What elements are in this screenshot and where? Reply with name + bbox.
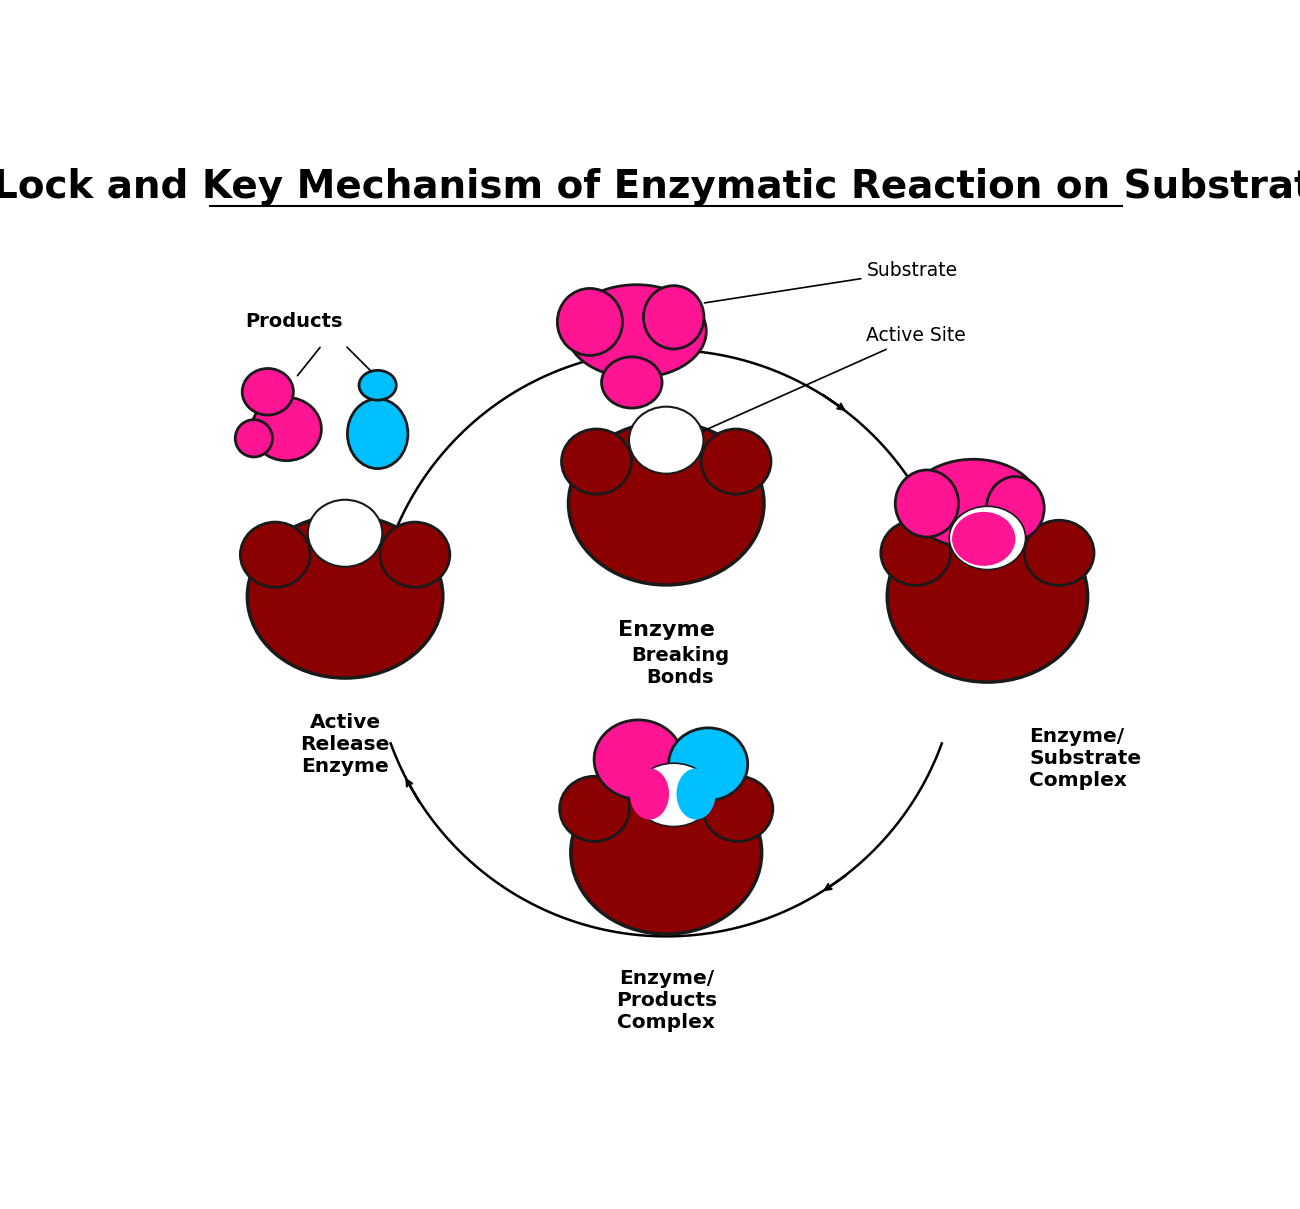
Ellipse shape [240, 522, 311, 588]
Ellipse shape [703, 776, 772, 841]
Ellipse shape [571, 771, 762, 935]
Ellipse shape [701, 429, 771, 494]
Text: Breaking
Bonds: Breaking Bonds [632, 646, 729, 687]
Ellipse shape [668, 728, 748, 800]
Ellipse shape [347, 399, 408, 469]
Text: Enzyme: Enzyme [618, 620, 715, 640]
Ellipse shape [644, 285, 705, 349]
Ellipse shape [887, 511, 1088, 682]
Ellipse shape [594, 719, 682, 799]
Ellipse shape [242, 369, 294, 415]
Ellipse shape [560, 776, 629, 841]
Text: Enzyme/
Substrate
Complex: Enzyme/ Substrate Complex [1030, 727, 1141, 789]
Text: Enzyme/
Products
Complex: Enzyme/ Products Complex [616, 968, 716, 1032]
Ellipse shape [949, 507, 1026, 569]
Text: Lock and Key Mechanism of Enzymatic Reaction on Substrate: Lock and Key Mechanism of Enzymatic Reac… [0, 168, 1300, 207]
Ellipse shape [634, 763, 714, 827]
Ellipse shape [308, 499, 382, 567]
Text: Products: Products [246, 312, 343, 331]
Text: Substrate: Substrate [705, 261, 958, 303]
Ellipse shape [952, 511, 1015, 566]
Ellipse shape [235, 420, 273, 457]
Ellipse shape [562, 429, 632, 494]
Ellipse shape [629, 406, 703, 474]
Ellipse shape [881, 520, 950, 585]
Ellipse shape [987, 476, 1044, 539]
Ellipse shape [247, 515, 443, 678]
Text: Active Site: Active Site [689, 326, 966, 438]
Ellipse shape [567, 284, 706, 377]
Ellipse shape [568, 422, 764, 585]
Ellipse shape [359, 370, 396, 400]
Ellipse shape [676, 769, 715, 820]
Ellipse shape [251, 398, 321, 461]
Text: Active
Release
Enzyme: Active Release Enzyme [300, 713, 390, 776]
Ellipse shape [909, 459, 1039, 548]
Ellipse shape [380, 522, 450, 588]
Ellipse shape [896, 470, 958, 537]
Ellipse shape [602, 357, 662, 409]
Ellipse shape [1024, 520, 1095, 585]
Ellipse shape [630, 769, 670, 820]
Ellipse shape [558, 289, 623, 355]
